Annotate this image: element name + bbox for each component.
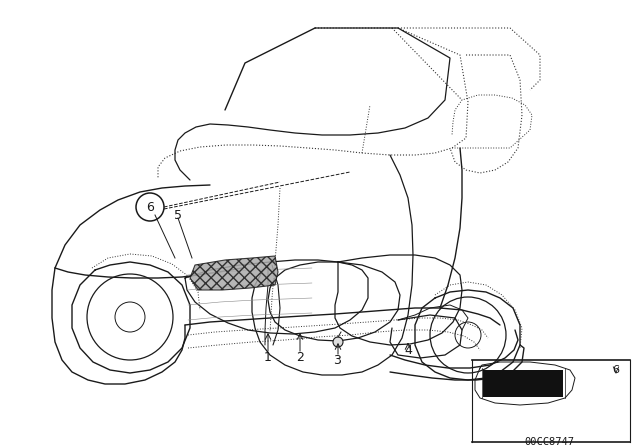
Circle shape xyxy=(136,193,164,221)
Polygon shape xyxy=(190,256,278,290)
Text: 2: 2 xyxy=(296,350,304,363)
Polygon shape xyxy=(483,370,563,397)
Text: 1: 1 xyxy=(264,350,272,363)
Text: 4: 4 xyxy=(404,344,412,357)
Text: 00CC8747: 00CC8747 xyxy=(524,437,574,447)
Text: 5: 5 xyxy=(174,208,182,221)
Text: 6: 6 xyxy=(612,365,620,375)
Circle shape xyxy=(333,337,343,347)
Text: 3: 3 xyxy=(333,353,341,366)
Text: 6: 6 xyxy=(146,201,154,214)
